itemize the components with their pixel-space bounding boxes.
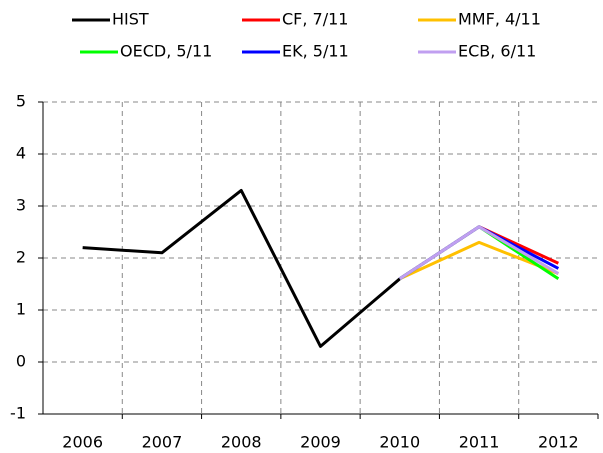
legend-label: EK, 5/11 xyxy=(282,42,349,61)
x-tick-label: 2010 xyxy=(379,433,420,452)
x-tick-label: 2012 xyxy=(538,433,579,452)
y-tick-label: 2 xyxy=(16,248,26,267)
y-tick-label: -1 xyxy=(10,404,26,423)
legend-label: CF, 7/11 xyxy=(282,10,348,29)
x-tick-label: 2007 xyxy=(142,433,183,452)
legend-label: MMF, 4/11 xyxy=(458,10,541,29)
x-tick-label: 2009 xyxy=(300,433,341,452)
y-tick-label: 4 xyxy=(16,144,26,163)
y-tick-label: 5 xyxy=(16,92,26,111)
y-tick-label: 0 xyxy=(16,352,26,371)
x-tick-label: 2006 xyxy=(62,433,103,452)
y-tick-label: 1 xyxy=(16,300,26,319)
x-tick-label: 2008 xyxy=(221,433,262,452)
series-line xyxy=(398,225,560,281)
legend-label: ECB, 6/11 xyxy=(458,42,536,61)
y-tick-label: 3 xyxy=(16,196,26,215)
x-tick-label: 2011 xyxy=(459,433,500,452)
series-line xyxy=(82,188,401,348)
legend-label: OECD, 5/11 xyxy=(120,42,212,61)
legend-label: HIST xyxy=(112,10,149,29)
series-line xyxy=(398,225,559,281)
